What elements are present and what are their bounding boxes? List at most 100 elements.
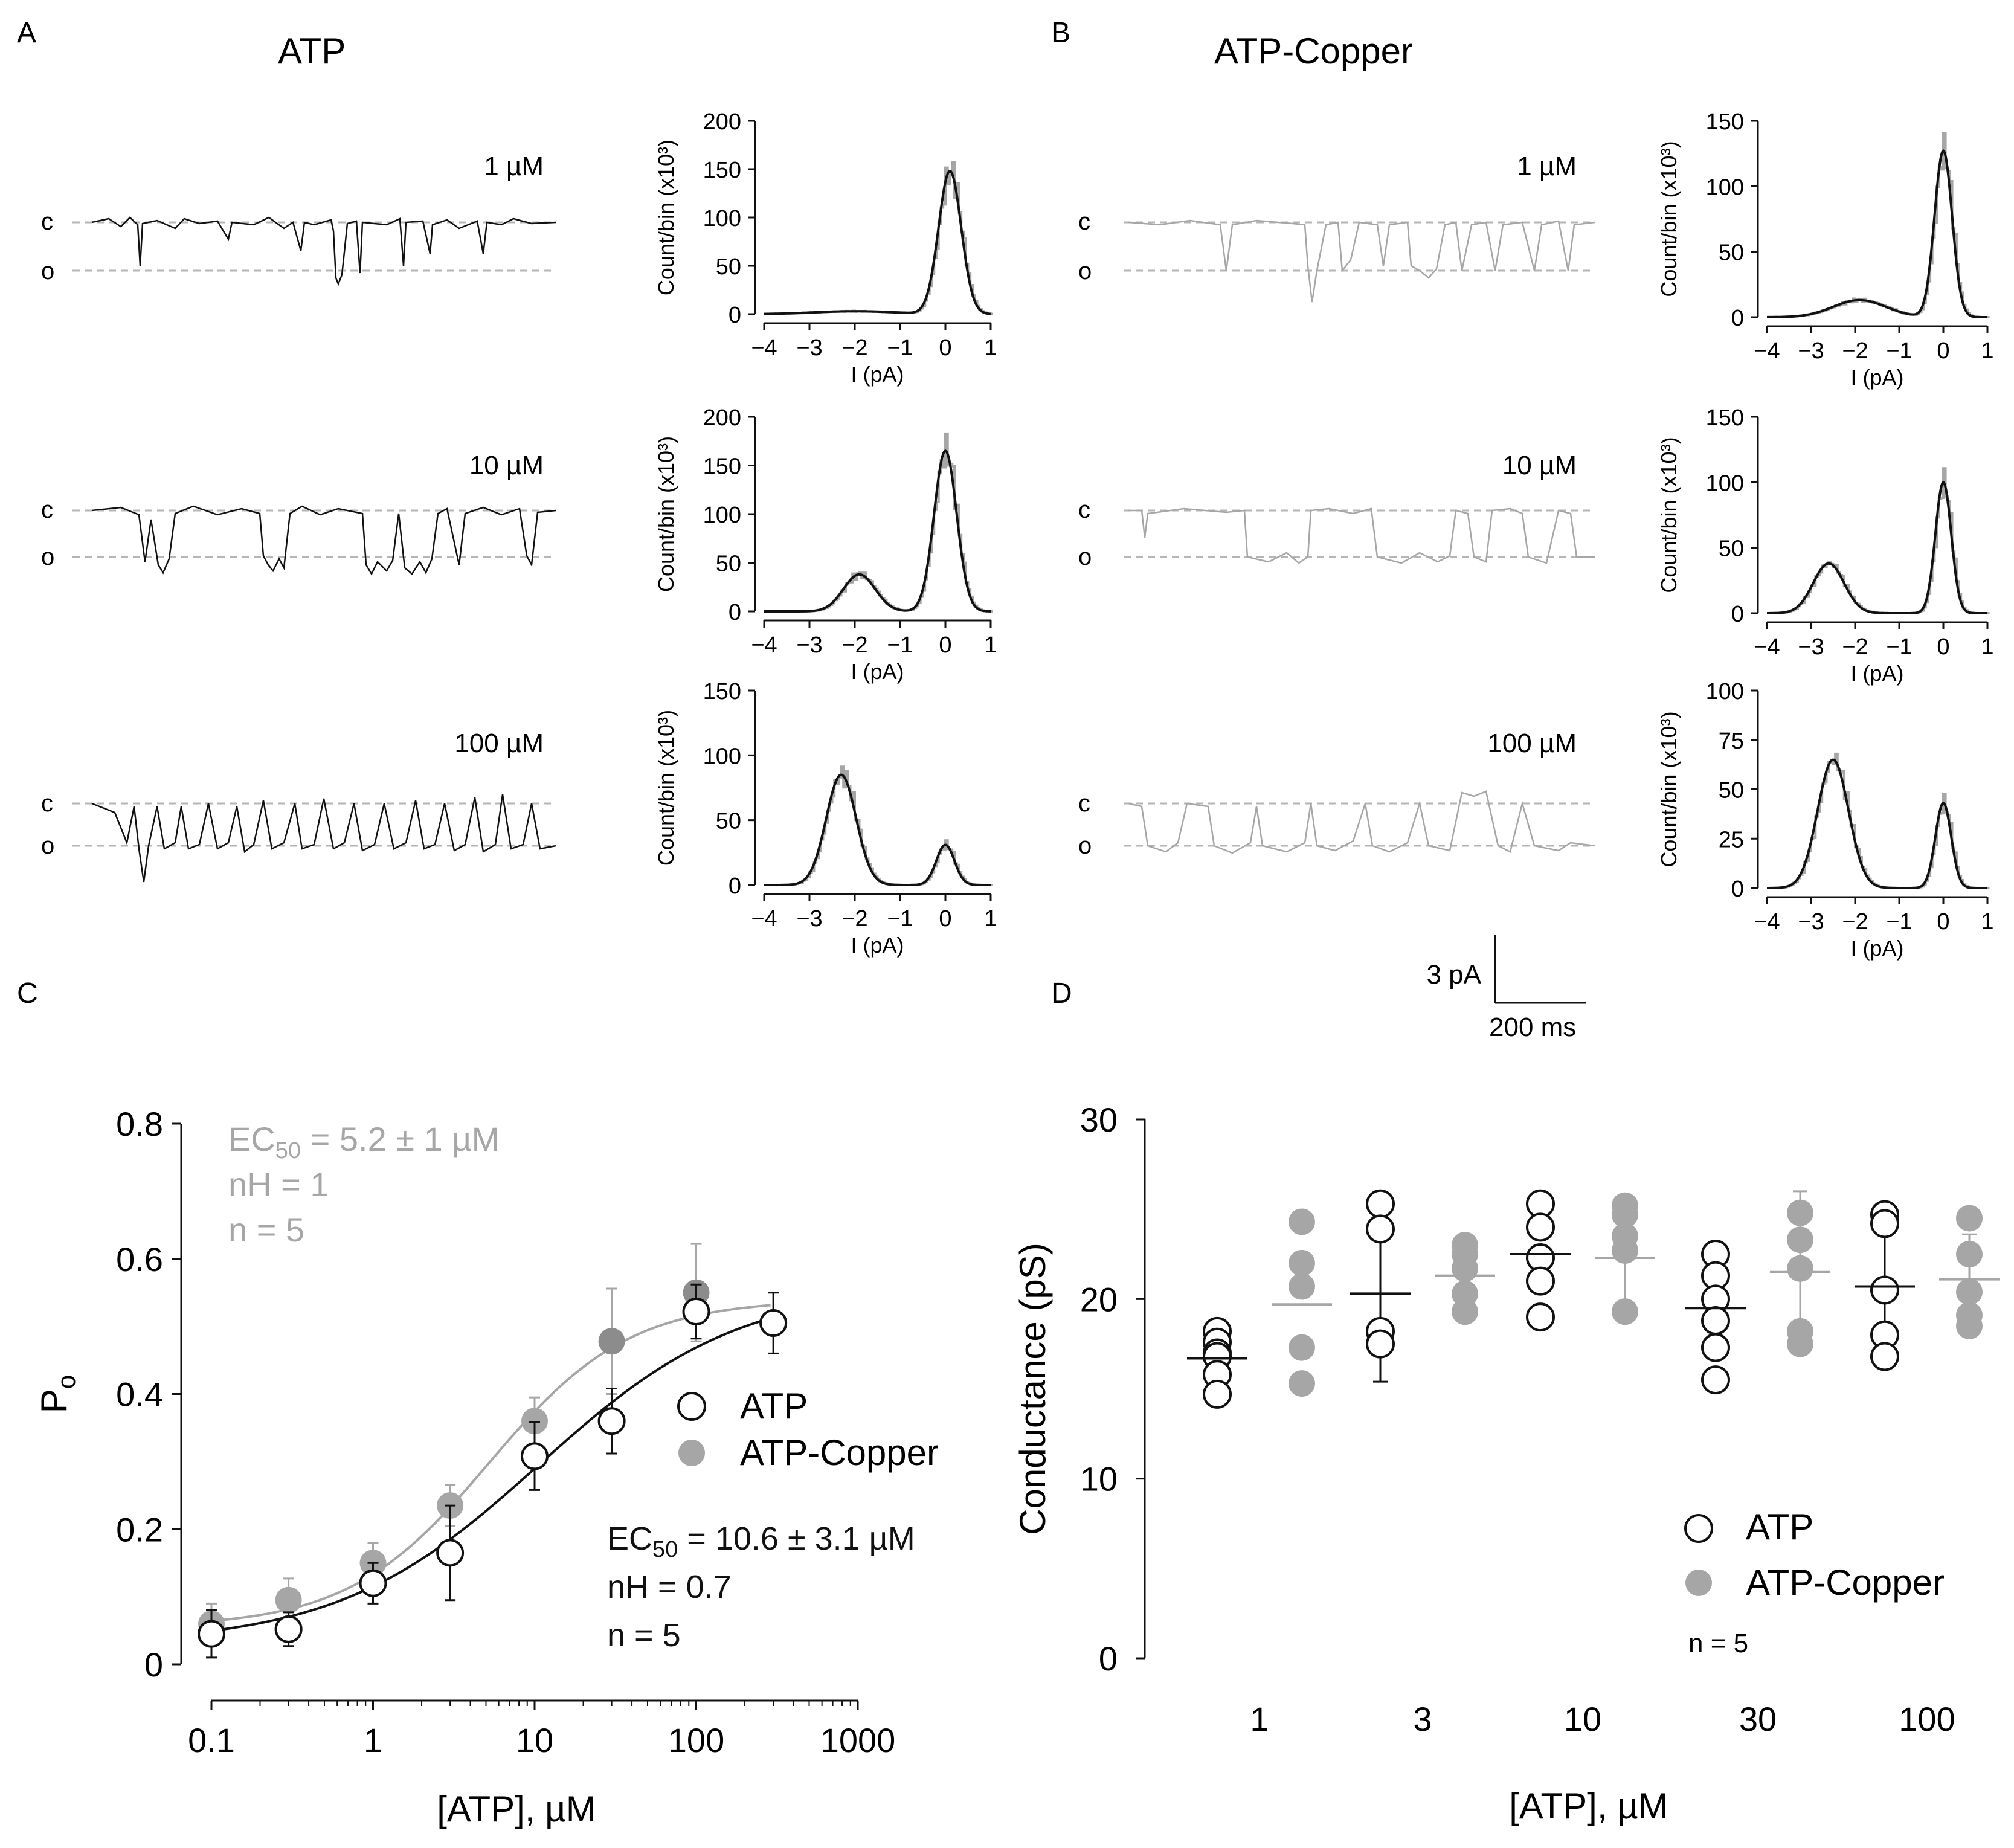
data-point-atp — [1526, 1212, 1555, 1242]
y-tick-label: 50 — [716, 809, 741, 834]
x-tick-label: 1000 — [820, 1721, 896, 1759]
sample-size-label: n = 5 — [1688, 1629, 1748, 1658]
panel-title-atp-copper: ATP-Copper — [1214, 31, 1413, 71]
y-tick-label: 25 — [1719, 827, 1744, 852]
y-tick-label: 0.6 — [116, 1240, 163, 1278]
x-axis-label: I (pA) — [1850, 661, 1903, 686]
y-axis-label: Count/bin (x10³) — [1656, 711, 1681, 867]
data-point-atp — [1526, 1266, 1555, 1296]
y-tick-label: 50 — [1719, 536, 1744, 562]
x-tick-label: −2 — [1842, 909, 1868, 935]
category-label: 100 — [1899, 1700, 1955, 1738]
legend-marker-copper — [678, 1440, 705, 1466]
x-tick-label: −2 — [1842, 338, 1868, 364]
y-tick-label: 150 — [703, 158, 741, 183]
scale-bar-current: 3 pA — [1426, 960, 1481, 990]
current-trace — [91, 505, 556, 576]
y-axis-label: Count/bin (x10³) — [1656, 437, 1681, 593]
x-axis-label: I (pA) — [1850, 365, 1903, 390]
closed-level-label: c — [41, 497, 53, 523]
current-trace — [91, 216, 556, 286]
y-tick-label: 10 — [1080, 1460, 1118, 1498]
x-tick-label: −1 — [887, 906, 913, 932]
x-axis-label: [ATP], µM — [1509, 1786, 1668, 1826]
y-tick-label: 50 — [1719, 778, 1744, 803]
closed-level-label: c — [41, 208, 53, 235]
dose-annotation-copper: EC50 = 5.2 ± 1 µM nH = 1 n = 5 — [228, 1120, 500, 1249]
y-tick-label: 200 — [703, 109, 741, 135]
current-trace — [1128, 790, 1595, 854]
x-tick-label: −4 — [751, 906, 777, 932]
data-point-atp — [682, 1298, 710, 1326]
y-tick-label: 150 — [1706, 405, 1744, 431]
y-axis-label: Count/bin (x10³) — [1656, 141, 1681, 297]
nh-atp: nH = 0.7 — [607, 1569, 732, 1605]
data-point-atp — [436, 1539, 465, 1567]
data-point-atp-copper — [1289, 1334, 1315, 1361]
closed-level-label: c — [1078, 790, 1090, 817]
category-label: 10 — [1564, 1700, 1601, 1738]
n-copper: n = 5 — [228, 1211, 304, 1249]
data-point-atp-copper — [1612, 1237, 1638, 1264]
y-axis-label: Count/bin (x10³) — [654, 710, 678, 866]
data-point-atp — [1870, 1275, 1899, 1305]
fit-curve-atp — [211, 1316, 771, 1632]
y-tick-label: 150 — [1706, 109, 1744, 135]
current-trace — [1128, 219, 1595, 303]
x-tick-label: −3 — [796, 906, 822, 932]
legend-label-copper: ATP-Copper — [740, 1432, 939, 1473]
data-point-atp — [1701, 1333, 1730, 1362]
data-point-atp-copper — [1612, 1201, 1638, 1228]
data-point-atp — [1366, 1189, 1395, 1219]
histogram-atp-copper-10uM: 0 50 100 150 −4 −3 −2 −1 0 1 I (pA) Count/bin (x10³… — [1656, 405, 1994, 686]
closed-level-label: c — [1078, 497, 1090, 523]
gaussian-fit — [1767, 480, 1987, 614]
histogram-atp-10uM: 0 50 100 150 200 −4 −3 −2 −1 0 1 I (pA) Count/bin (x… — [654, 405, 997, 684]
data-point-atp-copper — [1787, 1199, 1813, 1226]
fit-curve-atp-copper — [211, 1304, 771, 1623]
y-tick-label: 75 — [1719, 729, 1744, 754]
concentration-label: 100 µM — [1487, 729, 1577, 758]
data-point-atp-copper — [1956, 1241, 1983, 1267]
x-tick-label: −1 — [1886, 909, 1912, 935]
x-tick-label: 0 — [1937, 338, 1949, 364]
trace-a-1uM: 1 µM c o — [41, 152, 556, 286]
y-tick-label: 200 — [703, 405, 741, 431]
x-tick-label: 0 — [939, 335, 951, 361]
panel-letter-a: A — [17, 17, 36, 49]
x-tick-label: −4 — [751, 335, 777, 361]
x-axis-label: I (pA) — [851, 362, 904, 387]
n-atp: n = 5 — [607, 1617, 681, 1653]
legend-marker-atp — [1684, 1514, 1713, 1543]
panel-letter-c: C — [17, 977, 38, 1009]
x-tick-label: 1 — [984, 335, 997, 361]
dose-annotation-atp: EC50 = 10.6 ± 3.1 µM nH = 0.7 n = 5 — [607, 1521, 915, 1653]
open-level-label: o — [41, 832, 54, 859]
y-axis-label: Po — [34, 1375, 80, 1413]
x-tick-label: −1 — [1886, 634, 1912, 660]
trace-b-10uM: 10 µM c o — [1078, 451, 1595, 570]
histogram-data — [1767, 467, 1990, 614]
y-tick-label: 50 — [716, 254, 741, 280]
x-tick-label: −1 — [887, 633, 913, 658]
data-point-atp-copper — [1289, 1370, 1315, 1397]
histogram-data — [764, 161, 993, 315]
data-point-atp — [597, 1407, 626, 1435]
y-tick-label: 100 — [1706, 679, 1744, 704]
histogram-atp-copper-1uM: 0 50 100 150 −4 −3 −2 −1 0 1 I (pA) Count/bin (x10³… — [1656, 109, 1994, 390]
x-tick-label: 1 — [1981, 909, 1993, 935]
data-point-atp-copper — [1289, 1249, 1315, 1277]
dose-response-chart: 0 0.2 0.4 0.6 0.8 0.1 1 10 100 1000 [ATP], µM Po ATP… — [34, 1105, 939, 1829]
y-tick-label: 100 — [1706, 175, 1744, 200]
y-tick-label: 0 — [729, 874, 741, 899]
data-point-atp — [521, 1442, 549, 1470]
data-point-atp-copper — [1452, 1255, 1478, 1282]
x-tick-label: 1 — [984, 906, 997, 932]
x-tick-label: −2 — [1842, 634, 1868, 660]
data-point-atp — [1366, 1214, 1395, 1244]
data-point-atp-copper — [1956, 1278, 1983, 1306]
panel-letter-b: B — [1051, 17, 1070, 49]
data-point-atp-copper — [1956, 1312, 1983, 1339]
y-tick-label: 0 — [144, 1646, 163, 1684]
x-tick-label: −4 — [751, 633, 777, 658]
